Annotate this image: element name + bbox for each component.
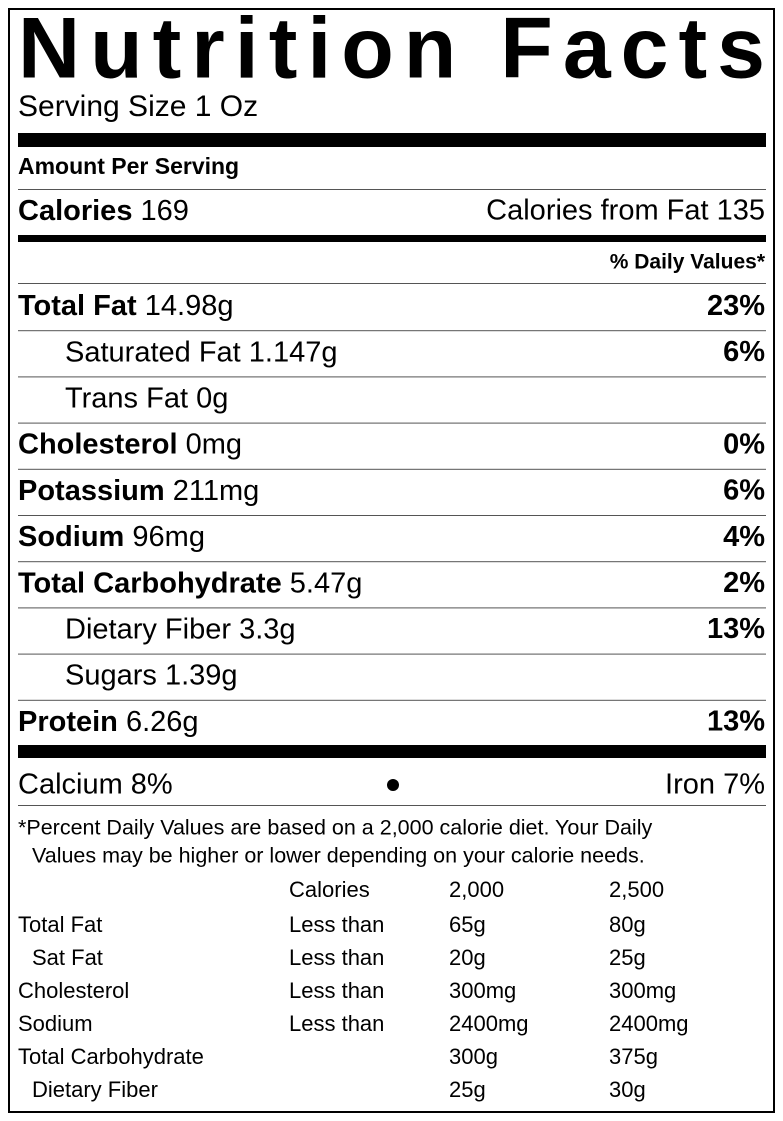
table-value: 2400mg (609, 1011, 689, 1036)
nutrient: Potassium 211mg (18, 475, 259, 507)
table-header: Calories (289, 877, 370, 902)
nutrient-name: Potassium (18, 475, 165, 507)
nutrient-amount: 1.39g (165, 659, 238, 691)
rule (18, 468, 766, 470)
border (8, 8, 775, 1113)
nutrients: Total Fat 14.98g 23% Saturated Fat 1.147g 6… (18, 290, 766, 738)
table-value: 300g (449, 1044, 498, 1069)
table-basis: Less than (289, 945, 384, 970)
table-value: 25g (609, 945, 646, 970)
daily-value: 23% (707, 290, 765, 322)
rule (18, 653, 766, 655)
table-nutrient: Cholesterol (18, 978, 129, 1003)
table-value: 375g (609, 1044, 658, 1069)
rule (18, 607, 766, 609)
rule (18, 699, 766, 701)
amount-per-serving: Amount Per Serving (18, 153, 239, 179)
rule (18, 515, 766, 516)
rule (18, 283, 766, 284)
nutrient: Saturated Fat 1.147g (65, 336, 337, 368)
nutrient: Sugars 1.39g (65, 659, 238, 691)
nutrient: Trans Fat 0g (65, 382, 228, 414)
nutrient: Cholesterol 0mg (18, 428, 242, 460)
nutrient-amount: 211mg (173, 475, 260, 507)
rule (18, 561, 766, 563)
nutrient-name: Protein (18, 706, 118, 738)
nutrient-amount: 3.3g (239, 613, 295, 645)
table-header: 2,500 (609, 877, 664, 902)
nutrient-name: Cholesterol (18, 428, 178, 460)
nutrient-name: Dietary Fiber (65, 613, 231, 645)
table-nutrient: Total Fat (18, 912, 102, 937)
calories-label: Calories (18, 195, 132, 227)
nutrient-amount: 1.147g (249, 336, 338, 368)
calories-value: 169 (141, 195, 189, 227)
calories-from-fat: Calories from Fat 135 (486, 195, 765, 227)
calories: Calories 169 (18, 195, 189, 227)
nutrient-amount: 6.26g (126, 706, 199, 738)
daily-value: 6% (723, 475, 765, 507)
thick-rule (18, 133, 766, 147)
daily-value: 13% (707, 613, 765, 645)
table-basis: Less than (289, 978, 384, 1003)
vitamin: Calcium 8% (18, 769, 173, 801)
table-nutrient: Dietary Fiber (32, 1077, 158, 1102)
daily-value: 4% (723, 521, 765, 553)
table-nutrient: Sodium (18, 1011, 93, 1036)
nutrient-name: Saturated Fat (65, 336, 241, 368)
daily-value: 0% (723, 428, 765, 460)
table-nutrient: Sat Fat (32, 945, 103, 970)
thick-rule (18, 745, 766, 758)
nutrient: Dietary Fiber 3.3g (65, 613, 296, 645)
table-value: 20g (449, 945, 486, 970)
table-value: 2400mg (449, 1011, 529, 1036)
table-value: 80g (609, 912, 646, 937)
rule (18, 422, 766, 424)
table-value: 25g (449, 1077, 486, 1102)
nutrient-name: Total Fat (18, 290, 137, 322)
rule (18, 189, 766, 190)
nutrient-amount: 14.98g (145, 290, 234, 322)
rule (18, 805, 766, 806)
daily-value: 13% (707, 706, 765, 738)
table-value: 300mg (449, 978, 516, 1003)
nutrient: Protein 6.26g (18, 706, 199, 738)
nutrient-name: Sugars (65, 659, 157, 691)
daily-value: 2% (723, 567, 765, 599)
daily-values-header: % Daily Values* (610, 251, 766, 274)
nutrient: Sodium 96mg (18, 521, 205, 553)
nutrient-name: Total Carbohydrate (18, 567, 282, 599)
nutrient: Total Carbohydrate 5.47g (18, 567, 362, 599)
daily-value: 6% (723, 336, 765, 368)
table-value: 30g (609, 1077, 646, 1102)
serving-size: Serving Size 1 Oz (18, 90, 258, 123)
table-value: 300mg (609, 978, 676, 1003)
nutrient-name: Trans Fat (65, 382, 188, 414)
nutrient-amount: 0mg (186, 428, 242, 460)
table-header: 2,000 (449, 877, 504, 902)
table-basis: Less than (289, 912, 384, 937)
title: Nutrition Facts (18, 1, 765, 97)
table-basis: Less than (289, 1011, 384, 1036)
rule (18, 376, 766, 378)
separator-dot (387, 779, 399, 791)
medium-rule (18, 235, 766, 242)
rule (18, 330, 766, 332)
table-nutrient: Total Carbohydrate (18, 1044, 204, 1069)
daily-value-table: Calories 2,000 2,500 Total Fat Less than 65g 8… (18, 877, 689, 1102)
footnote: *Percent Daily Values are based on a 2,0… (18, 816, 652, 840)
footnote: Values may be higher or lower depending … (32, 844, 645, 868)
nutrient-name: Sodium (18, 521, 124, 553)
nutrient: Total Fat 14.98g (18, 290, 233, 322)
nutrient-amount: 0g (196, 382, 228, 414)
nutrient-amount: 5.47g (290, 567, 363, 599)
nutrient-amount: 96mg (132, 521, 205, 553)
table-value: 65g (449, 912, 486, 937)
vitamin: Iron 7% (665, 769, 765, 801)
